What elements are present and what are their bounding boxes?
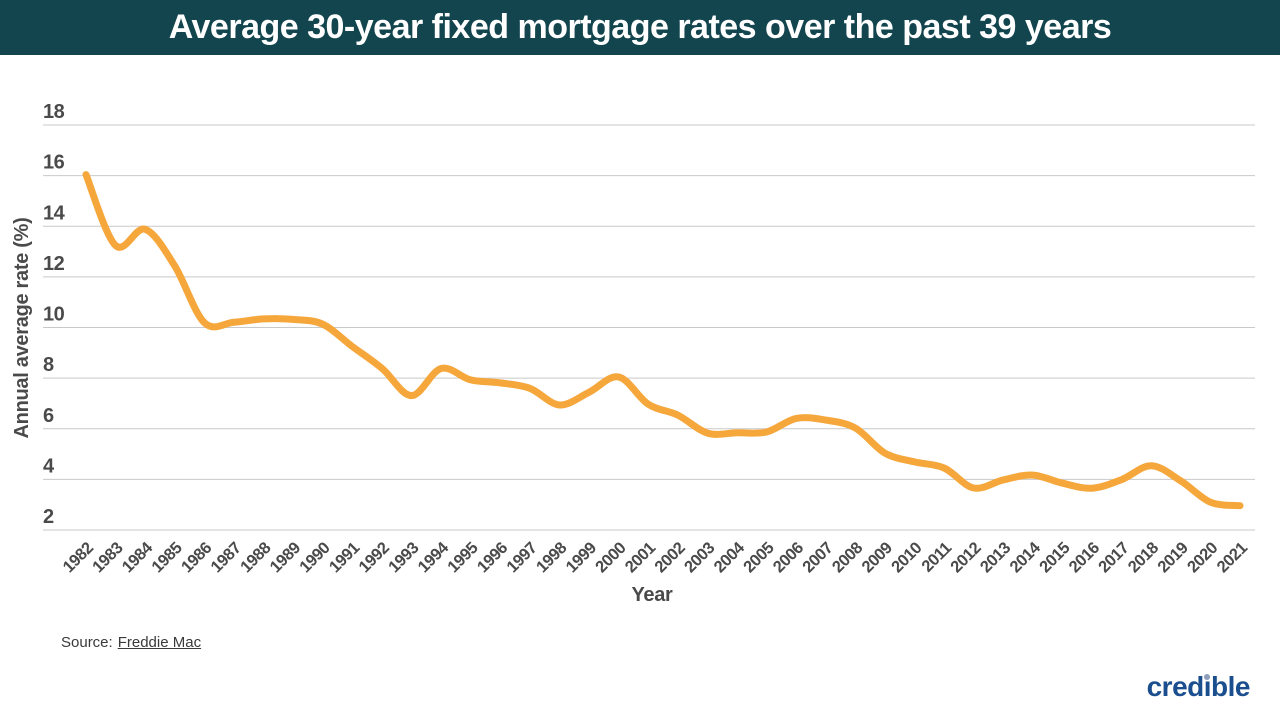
x-tick-label-2012: 2012 xyxy=(947,539,984,576)
chart-title-banner: Average 30-year fixed mortgage rates ove… xyxy=(0,0,1280,55)
x-tick-label-2009: 2009 xyxy=(858,539,895,576)
source-prefix: Source: xyxy=(61,634,113,651)
x-axis-title: Year xyxy=(631,584,673,606)
credible-logo: credible xyxy=(1146,671,1251,703)
x-tick-label-2020: 2020 xyxy=(1184,539,1221,576)
y-tick-label-10: 10 xyxy=(43,304,65,326)
y-tick-label-4: 4 xyxy=(43,455,55,477)
x-tick-label-1989: 1989 xyxy=(267,539,304,576)
logo-text-cred: cred xyxy=(1146,671,1205,702)
y-axis-title: Annual average rate (%) xyxy=(11,218,33,439)
chart-title: Average 30-year fixed mortgage rates ove… xyxy=(168,8,1112,46)
x-tick-label-2006: 2006 xyxy=(770,539,807,576)
logo-text-ble: ble xyxy=(1211,671,1250,702)
x-tick-label-1993: 1993 xyxy=(385,539,422,576)
logo-letter-i: i xyxy=(1203,671,1212,702)
x-tick-label-1985: 1985 xyxy=(148,539,185,576)
x-tick-label-2021: 2021 xyxy=(1214,539,1251,576)
x-tick-label-1992: 1992 xyxy=(355,539,392,576)
x-tick-label-2002: 2002 xyxy=(651,539,688,576)
x-tick-label-2010: 2010 xyxy=(888,539,925,576)
x-tick-label-1997: 1997 xyxy=(503,539,540,576)
y-tick-label-18: 18 xyxy=(43,101,65,123)
x-tick-label-1998: 1998 xyxy=(533,539,570,576)
x-tick-label-1986: 1986 xyxy=(178,539,215,576)
x-tick-label-2005: 2005 xyxy=(740,539,777,576)
x-tick-label-2011: 2011 xyxy=(918,539,955,576)
x-tick-label-2013: 2013 xyxy=(977,539,1014,576)
x-tick-label-1995: 1995 xyxy=(444,539,481,576)
y-tick-label-14: 14 xyxy=(43,202,66,224)
x-tick-label-2007: 2007 xyxy=(799,539,836,576)
source-line: Source: Freddie Mac xyxy=(61,634,201,651)
x-tick-label-1984: 1984 xyxy=(119,538,157,576)
x-tick-label-2015: 2015 xyxy=(1036,539,1073,576)
x-tick-label-2003: 2003 xyxy=(681,539,718,576)
x-tick-label-1996: 1996 xyxy=(474,539,511,576)
x-tick-label-1994: 1994 xyxy=(415,538,453,576)
x-tick-label-2016: 2016 xyxy=(1066,539,1103,576)
x-tick-label-1987: 1987 xyxy=(207,539,244,576)
x-tick-label-2014: 2014 xyxy=(1006,538,1044,576)
x-tick-label-2019: 2019 xyxy=(1154,539,1191,576)
x-tick-label-1983: 1983 xyxy=(89,539,126,576)
x-tick-label-2018: 2018 xyxy=(1125,539,1162,576)
x-tick-label-2008: 2008 xyxy=(829,539,866,576)
y-tick-label-2: 2 xyxy=(43,506,54,528)
x-tick-label-2000: 2000 xyxy=(592,539,629,576)
y-tick-label-12: 12 xyxy=(43,253,65,275)
y-tick-label-16: 16 xyxy=(43,152,65,174)
mortgage-rates-line-chart: 1816141210864219821983198419851986198719… xyxy=(11,101,1255,606)
x-tick-label-1990: 1990 xyxy=(296,539,333,576)
x-tick-label-2001: 2001 xyxy=(622,539,659,576)
x-tick-label-1982: 1982 xyxy=(60,539,97,576)
rate-line xyxy=(82,171,1244,510)
x-tick-label-1991: 1991 xyxy=(326,539,363,576)
x-tick-label-1988: 1988 xyxy=(237,539,274,576)
y-tick-label-6: 6 xyxy=(43,405,54,427)
y-tick-label-8: 8 xyxy=(43,354,54,376)
source-link-freddie-mac[interactable]: Freddie Mac xyxy=(117,634,202,651)
x-tick-label-2017: 2017 xyxy=(1095,539,1132,576)
x-tick-label-2004: 2004 xyxy=(711,538,749,576)
x-tick-label-1999: 1999 xyxy=(563,539,600,576)
